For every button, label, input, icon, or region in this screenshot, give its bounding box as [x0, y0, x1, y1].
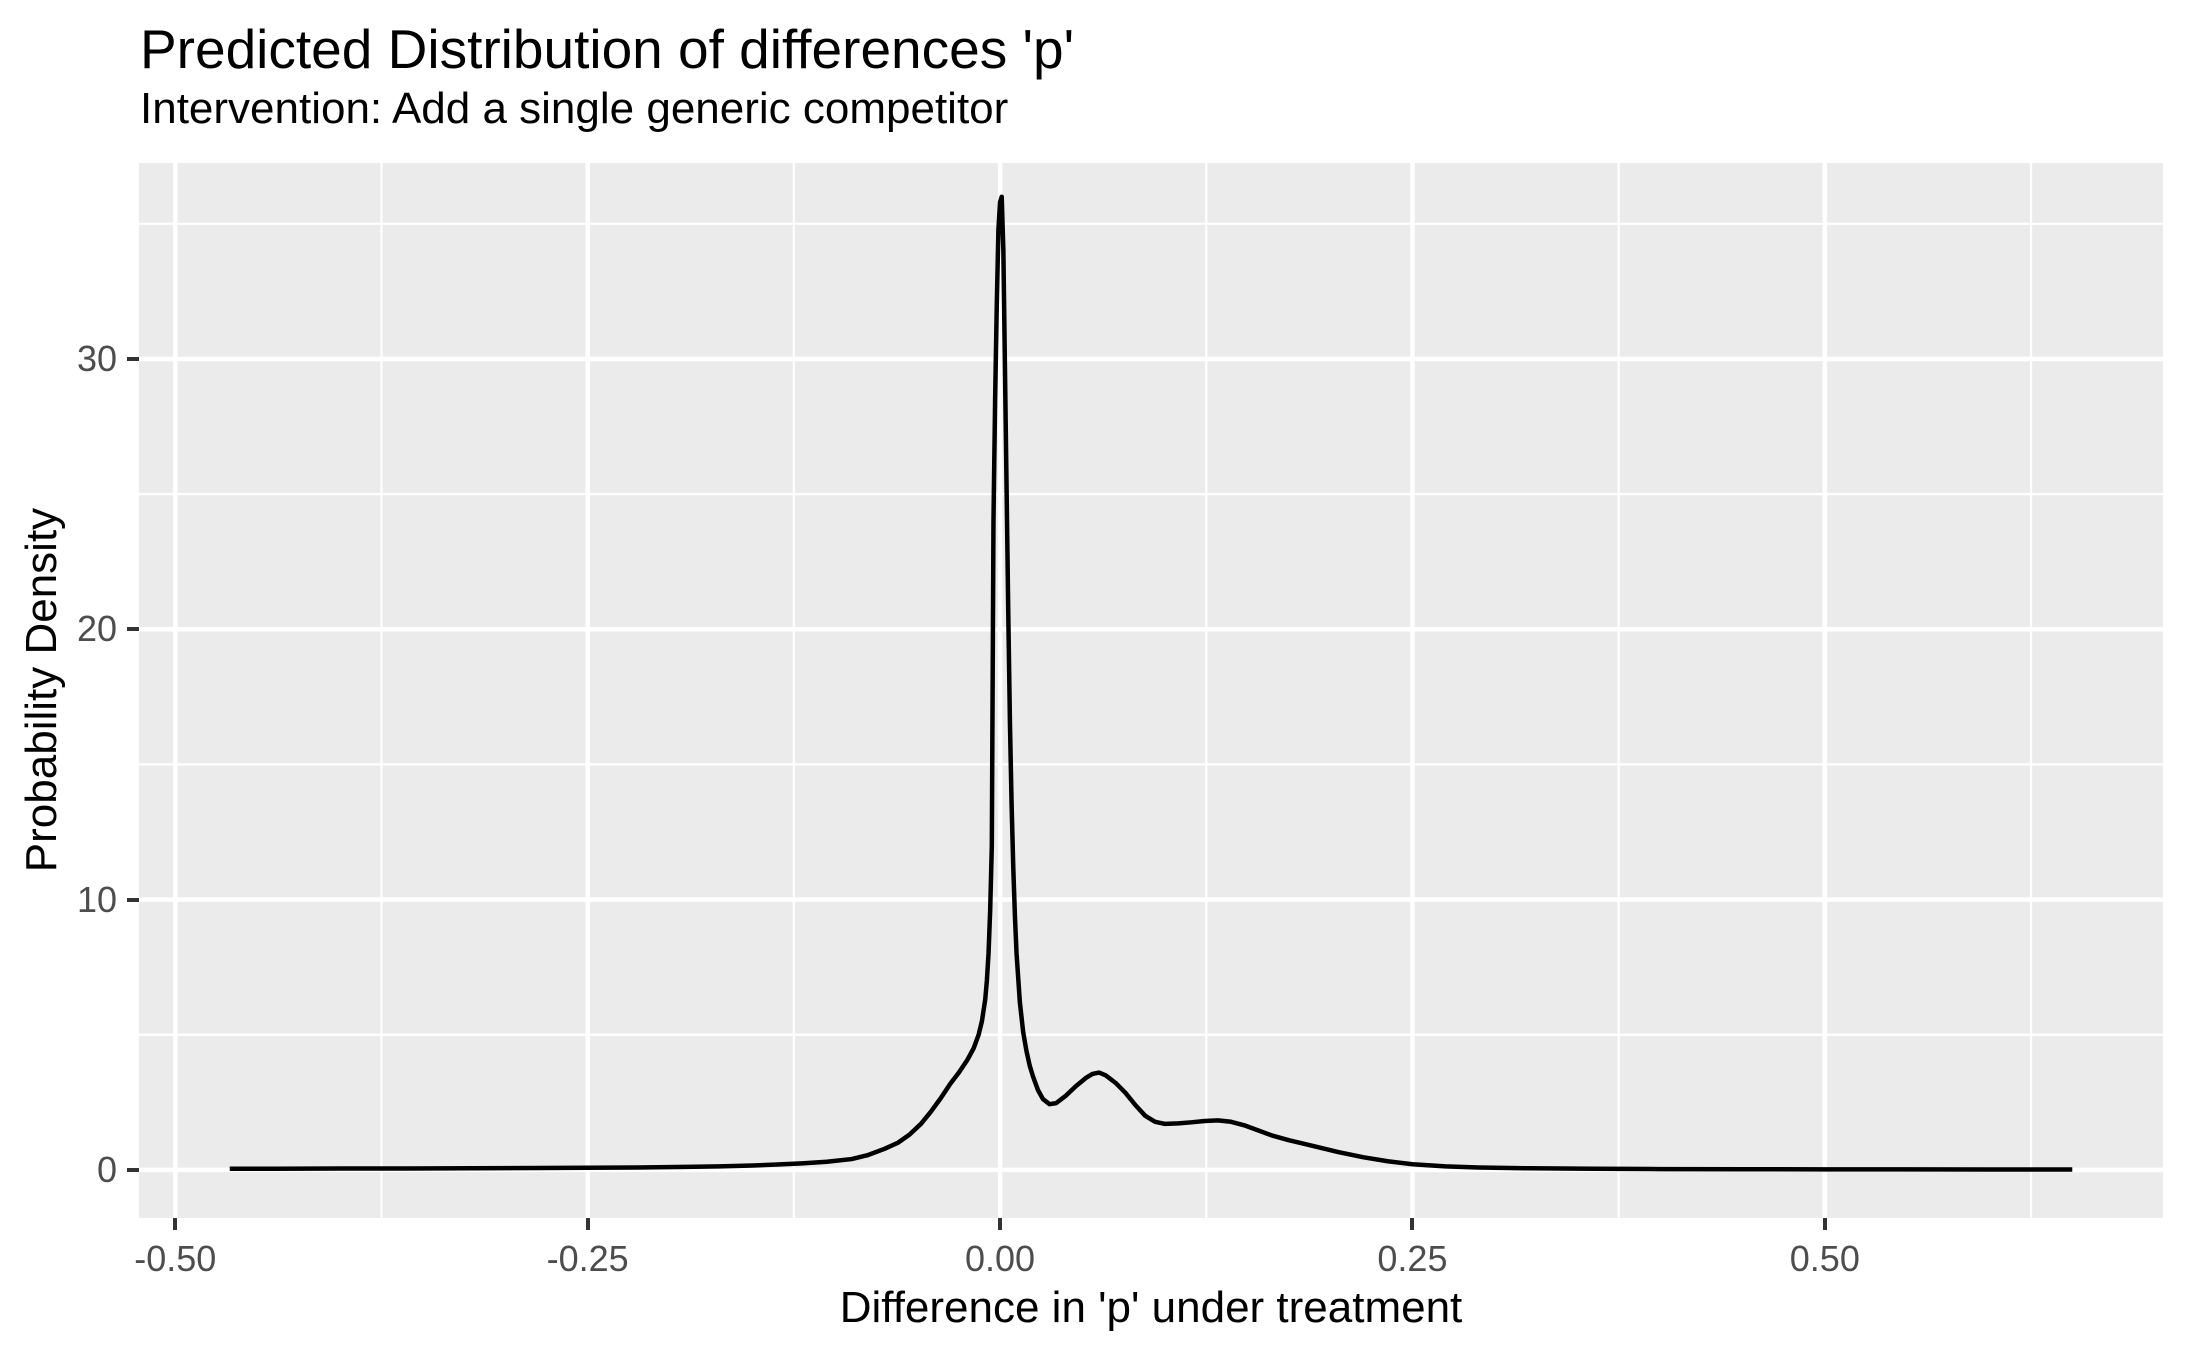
plot-subtitle: Intervention: Add a single generic compe…	[140, 84, 1009, 133]
y-axis-tick-label: 10	[76, 878, 117, 920]
x-axis-tick-mark	[998, 1218, 1003, 1230]
plot-panel	[139, 163, 2163, 1218]
x-axis-tick-mark	[173, 1218, 178, 1230]
x-axis-title: Difference in 'p' under treatment	[839, 1283, 1463, 1332]
y-axis-tick-mark	[127, 1167, 139, 1172]
y-axis-title: Probability Density	[17, 507, 66, 873]
x-axis-tick-label: -0.50	[134, 1238, 217, 1279]
y-axis-tick-mark	[127, 897, 139, 902]
x-axis-tick-label: 0.50	[1789, 1238, 1860, 1279]
y-axis-tick-mark	[127, 356, 139, 361]
x-axis-tick-mark	[1822, 1218, 1827, 1230]
y-axis-tick-mark	[127, 627, 139, 632]
x-axis-tick-mark	[1410, 1218, 1415, 1230]
x-axis-tick-label: 0.00	[965, 1238, 1036, 1279]
density-curve-canvas	[139, 163, 2163, 1218]
x-axis-tick-mark	[585, 1218, 590, 1230]
density-curve	[229, 194, 2073, 1172]
y-axis-tick-label: 0	[96, 1148, 117, 1190]
plot-title: Predicted Distribution of differences 'p…	[140, 18, 1075, 80]
y-axis-tick-label: 30	[76, 337, 117, 379]
y-axis-tick-label: 20	[76, 608, 117, 650]
x-axis-tick-label: -0.25	[546, 1238, 629, 1279]
x-axis-tick-label: 0.25	[1377, 1238, 1448, 1279]
